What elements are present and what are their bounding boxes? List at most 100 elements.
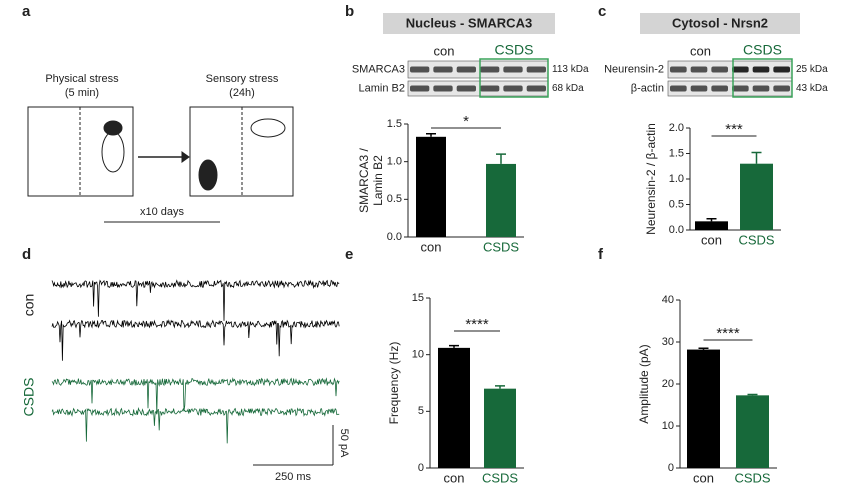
error-bar [698,347,709,350]
blot-band [670,85,687,92]
diagram-title: Sensory stress [206,73,279,85]
x-tick-label: CSDS [738,232,774,247]
significance-label: **** [716,325,740,342]
blot-title: Nucleus - SMARCA3 [406,15,532,30]
blot-size-label: 113 kDa [552,64,589,75]
repeat-label: x10 days [140,206,185,218]
y-tick-label: 1.0 [669,173,684,185]
blot-row-label: Lamin B2 [359,82,405,94]
y-tick-label: 5 [418,405,424,417]
trace-group-label: CSDS [21,378,37,417]
y-tick-label: 0.5 [387,193,402,205]
y-tick-label: 2.0 [669,122,684,134]
blot-size-label: 43 kDa [796,83,828,94]
blot-title: Cytosol - Nrsn2 [672,15,768,30]
y-axis-label: Neurensin-2 / β-actin [644,123,658,235]
bar [416,136,446,237]
bar [736,395,769,468]
significance-label: **** [465,316,489,333]
blot-band [526,66,546,73]
blot-band [690,66,708,73]
mouse-white [250,118,286,138]
blot-title-box [383,13,555,34]
mouse-dark [198,159,218,191]
blot-band [526,85,546,92]
error-bar [751,151,762,164]
y-tick-label: 20 [662,378,674,390]
x-tick-label: CSDS [483,239,519,254]
scale-label: 50 pA [338,429,350,458]
blot-band [752,66,770,73]
mouse-dark [103,120,123,136]
panel-letter: d [22,246,31,263]
y-tick-label: 0.5 [669,198,684,210]
blot-band [670,66,687,73]
blot-band [410,85,430,92]
y-axis-label: Amplitude (pA) [637,344,651,423]
y-tick-label: 0.0 [669,224,684,236]
error-bar [426,133,436,137]
y-axis-label: Frequency (Hz) [387,342,401,425]
blot-band [752,85,770,92]
significance-label: * [463,113,469,130]
error-bar [496,153,506,164]
y-tick-label: 10 [412,349,424,361]
diagram-title: (5 min) [65,87,99,99]
panel-letter: b [345,3,354,20]
csds-box [479,58,549,98]
current-trace [51,279,340,321]
panel-letter: c [598,3,606,20]
group-label: CSDS [743,42,782,58]
y-axis-label: Lamin B2 [371,155,385,206]
y-tick-label: 1.5 [387,118,402,130]
bar [484,388,516,468]
arrow-head [181,151,190,163]
diagram-title: Physical stress [45,73,119,85]
y-tick-label: 15 [412,292,424,304]
blot-band [690,85,708,92]
x-tick-label: CSDS [482,470,518,485]
panel-letter: f [598,246,604,263]
stress-diagram [27,106,294,223]
diagram-title: (24h) [229,87,255,99]
group-label: con [434,43,455,58]
y-axis-label: SMARCA3 / [357,147,371,212]
blot-band [773,66,790,73]
x-tick-label: con [701,232,722,247]
panel-letter: e [345,246,353,263]
group-label: con [690,43,711,58]
bar [740,163,773,230]
blot-size-label: 25 kDa [796,64,828,75]
blot-band [732,85,749,92]
current-trace [51,377,340,414]
x-tick-label: con [421,239,442,254]
y-tick-label: 1.5 [669,147,684,159]
y-tick-label: 0 [418,462,424,474]
scale-label: 250 ms [275,471,312,483]
mouse-white [101,131,125,173]
panel-letter: a [22,3,31,20]
blot-row-label: SMARCA3 [352,63,405,75]
bar [687,349,720,468]
blot-band [732,66,749,73]
y-tick-label: 40 [662,294,674,306]
y-tick-label: 1.0 [387,156,402,168]
error-bar [449,344,459,348]
y-tick-label: 30 [662,336,674,348]
blot-band [480,85,500,92]
significance-label: *** [725,121,743,138]
blot-band [456,85,476,92]
csds-box [732,58,793,98]
blot-band [711,85,728,92]
x-tick-label: con [693,470,714,485]
blot-band [433,66,453,73]
blot-band [433,85,453,92]
bar [695,221,728,230]
blot-band [711,66,728,73]
error-bar [747,393,758,396]
bar [438,347,470,468]
blot-band [410,66,430,73]
blot-band [503,66,523,73]
x-tick-label: con [444,470,465,485]
blot-band [480,66,500,73]
